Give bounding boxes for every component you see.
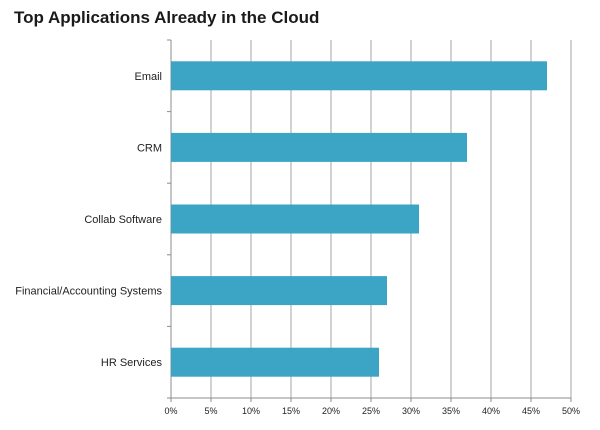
x-tick-label: 30% [402,406,420,416]
category-label: Email [134,71,162,83]
bar [171,132,467,162]
category-label: HR Services [101,357,163,369]
bar [171,276,387,306]
bar [171,61,547,91]
x-tick-label: 45% [522,406,540,416]
category-label: CRM [137,142,162,154]
x-tick-label: 50% [562,406,580,416]
x-tick-label: 20% [322,406,340,416]
x-tick-label: 15% [282,406,300,416]
x-tick-label: 0% [164,406,177,416]
chart-title: Top Applications Already in the Cloud [14,8,320,27]
bar [171,347,379,377]
bar [171,204,419,234]
x-tick-label: 35% [442,406,460,416]
x-tick-label: 40% [482,406,500,416]
x-tick-label: 5% [204,406,217,416]
category-label: Collab Software [84,214,162,226]
x-tick-label: 25% [362,406,380,416]
x-tick-label: 10% [242,406,260,416]
category-label: Financial/Accounting Systems [15,286,162,298]
